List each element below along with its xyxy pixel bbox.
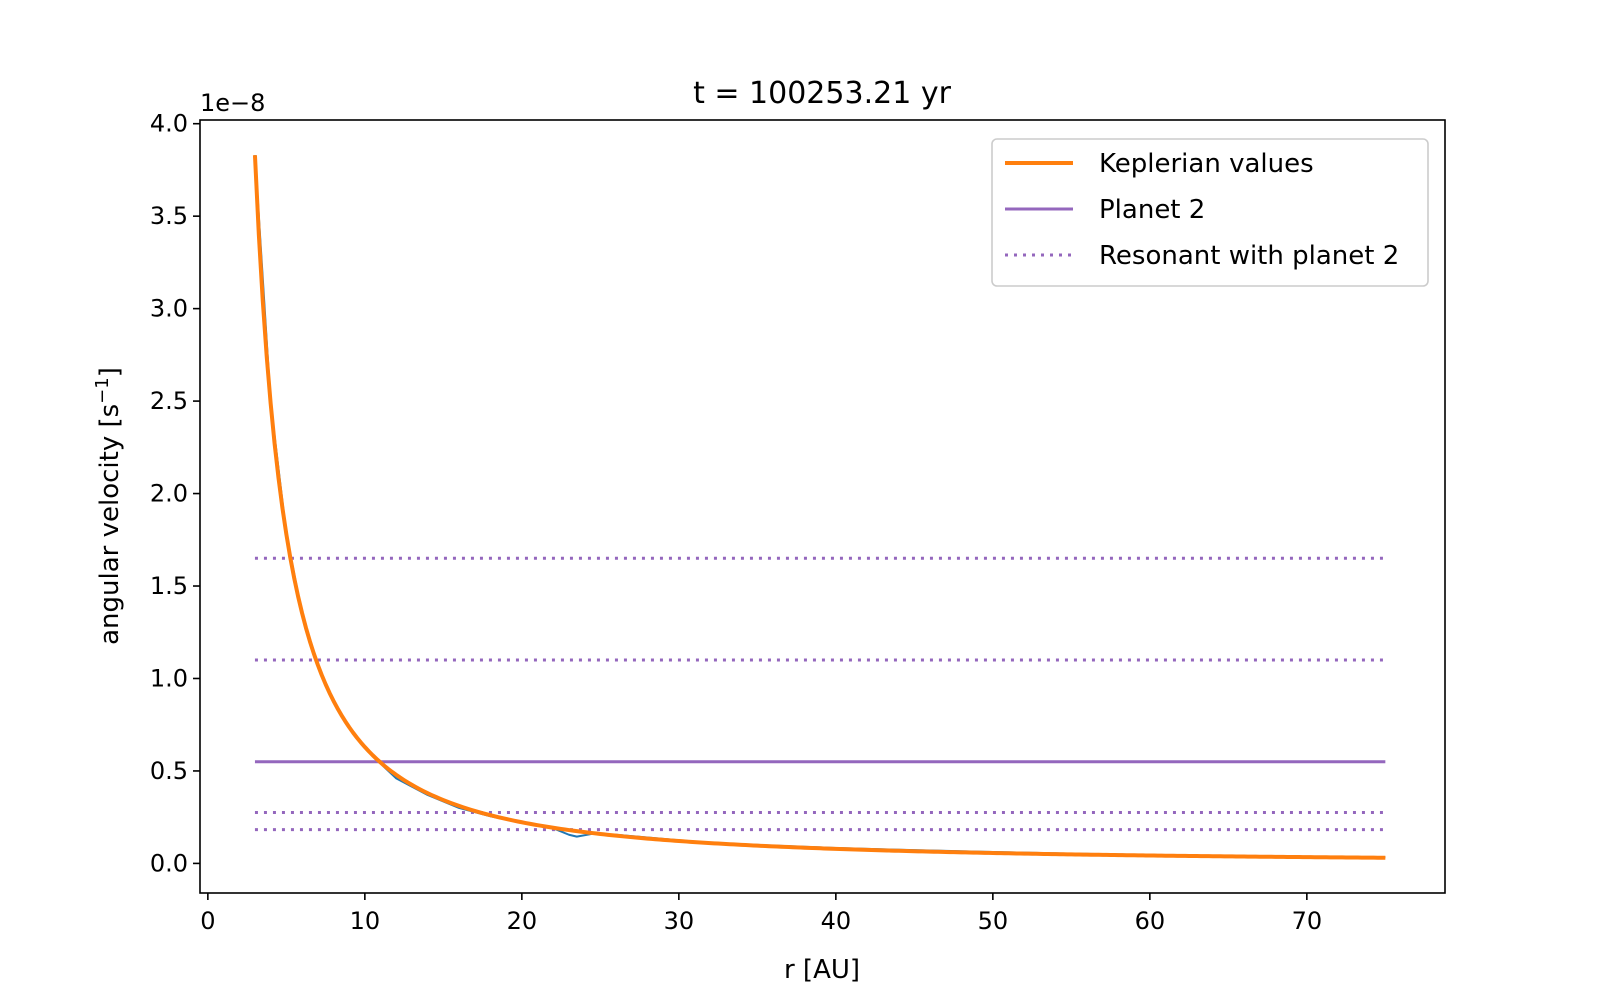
x-axis: 0 10 20 30 40 50 60 70: [200, 893, 1322, 935]
x-tick-label: 0: [200, 907, 215, 935]
series-keplerian-line: [252, 155, 1386, 860]
y-tick-label: 2.0: [150, 480, 188, 508]
x-tick-label: 60: [1135, 907, 1166, 935]
y-tick-label: 3.0: [150, 295, 188, 323]
legend: Keplerian values Planet 2 Resonant with …: [991, 138, 1429, 287]
y-tick-label: 0.0: [150, 849, 188, 877]
y-tick-label: 1.5: [150, 572, 188, 600]
legend-label-resonant: Resonant with planet 2: [1099, 241, 1399, 271]
x-tick-label: 50: [978, 907, 1009, 935]
y-axis-label-close: ]: [95, 367, 125, 377]
y-tick-label: 3.5: [150, 202, 188, 230]
y-tick-label: 0.5: [150, 757, 188, 785]
y-tick-label: 4.0: [150, 110, 188, 138]
y-axis-label-main: angular velocity [s: [95, 404, 125, 645]
x-tick-label: 40: [821, 907, 852, 935]
legend-box: [991, 138, 1429, 287]
plot-frame: [199, 119, 1446, 894]
y-axis: 0.0 0.5 1.0 1.5 2.0 2.5 3.0 3.5 4.0: [150, 110, 200, 877]
y-tick-label: 1.0: [150, 664, 188, 692]
series-layer: [252, 155, 1386, 860]
y-tick-label: 2.5: [150, 387, 188, 415]
x-tick-label: 30: [664, 907, 695, 935]
legend-label-keplerian: Keplerian values: [1099, 149, 1314, 179]
y-offset-label: 1e−8: [200, 89, 265, 117]
legend-label-planet-2: Planet 2: [1099, 195, 1205, 225]
x-tick-label: 20: [507, 907, 538, 935]
x-tick-label: 70: [1292, 907, 1323, 935]
x-axis-label: r [AU]: [784, 955, 860, 985]
chart-title: t = 100253.21 yr: [693, 76, 951, 111]
y-axis-label-sup: −1: [92, 377, 113, 404]
x-tick-label: 10: [350, 907, 381, 935]
y-axis-label: angular velocity [s−1]: [92, 367, 125, 645]
